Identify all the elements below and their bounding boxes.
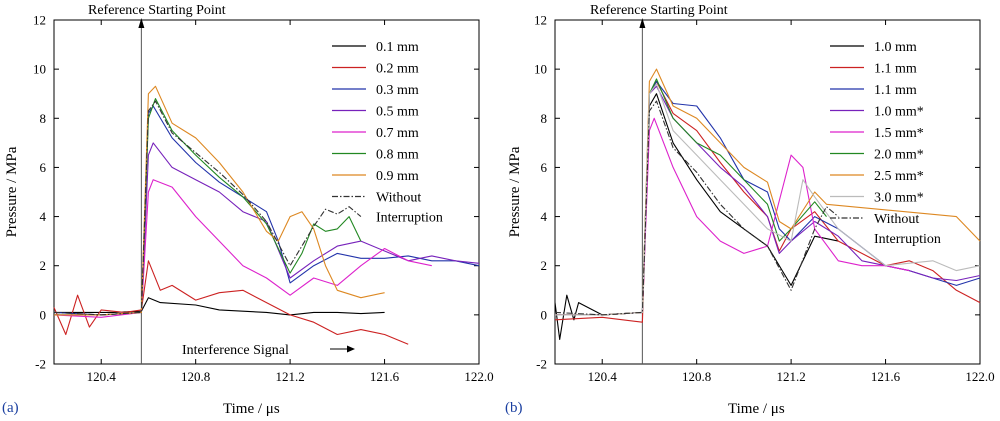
panel-b-legend-label: 1.0 mm (874, 40, 917, 55)
panel-a-y-tick-label: 2 (40, 258, 47, 273)
panel-a-label: (a) (2, 400, 19, 416)
panel-a-series-line (53, 105, 480, 316)
panel-a-y-tick-label: 8 (40, 111, 47, 126)
panel-a-ticks: 120.4 120.8 121.2 121.6 122.0 -2 0 2 4 6 8 10 12 (33, 13, 494, 385)
panel-a-series (53, 85, 480, 345)
panel-b-series-line (554, 93, 839, 340)
panel-a: 120.4 120.8 121.2 121.6 122.0 -2 0 2 4 6 8 10 12 0.1… (2, 3, 494, 417)
panel-b-legend: 1.0 mm 1.1 mm 1.1 mm 1.0 mm* 1.5 mm* 2.0 mm* 2… (830, 40, 941, 247)
panel-b-x-tick-label: 122.0 (965, 369, 994, 384)
panel-a-legend-label: 0.9 mm (376, 169, 419, 184)
panel-a-legend-label: 0.1 mm (376, 40, 419, 55)
panel-b-y-tick-label: 10 (534, 62, 547, 77)
panel-b-x-tick-label: 121.2 (776, 369, 805, 384)
panel-b-x-tick-label: 120.4 (588, 369, 618, 384)
panel-a-y-axis-title: Pressure / MPa (4, 146, 20, 237)
panel-a-legend-label: 0.5 mm (376, 105, 419, 120)
panel-a-y-tick-label: 6 (40, 160, 47, 175)
panel-a-interference-label: Interference Signal (182, 343, 289, 358)
panel-a-x-tick-label: 122.0 (464, 369, 493, 384)
panel-a-legend: 0.1 mm 0.2 mm 0.3 mm 0.5 mm 0.7 mm 0.8 mm 0.9 … (332, 40, 443, 226)
panel-a-series-line (54, 98, 362, 316)
panel-b-legend-label: 2.5 mm* (874, 169, 924, 184)
panel-a-legend-label: 0.2 mm (376, 62, 419, 77)
panel-b-y-tick-label: 12 (534, 13, 547, 28)
panel-a-series-line (53, 260, 409, 345)
panel-b-frame (554, 19, 981, 365)
panel-b-label: (b) (505, 400, 523, 416)
panel-b-y-tick-label: -2 (536, 357, 547, 372)
panel-a-x-tick-label: 121.2 (275, 369, 304, 384)
panel-a-y-tick-label: 12 (33, 13, 46, 28)
panel-a-y-tick-label: 4 (40, 209, 47, 224)
panel-b-y-tick-label: 4 (541, 209, 548, 224)
panel-a-series-line (54, 297, 385, 316)
panel-a-series-line (53, 179, 432, 318)
panel-a-legend-label: 0.3 mm (376, 83, 419, 98)
panel-b-legend-label: 1.0 mm* (874, 105, 924, 120)
panel-a-x-tick-label: 121.6 (370, 369, 400, 384)
panel-b-reference-arrowhead (639, 18, 646, 28)
panel-a-x-tick-label: 120.8 (181, 369, 210, 384)
panel-b-legend-label: 3.0 mm* (874, 191, 924, 206)
panel-b-ticks: 120.4 120.8 121.2 121.6 122.0 -2 0 2 4 6 8 10 12 (534, 13, 995, 385)
panel-b-series (554, 68, 981, 340)
panel-b-legend-label: 2.0 mm* (874, 148, 924, 163)
panel-b-y-axis-title: Pressure / MPa (507, 146, 523, 237)
panel-a-legend-label: 0.8 mm (376, 148, 419, 163)
interference-arrow-head (347, 345, 355, 353)
panel-b-y-tick-label: 0 (541, 307, 548, 322)
panel-a-reference-label: Reference Starting Point (88, 3, 226, 18)
panel-a-series-line (54, 85, 385, 316)
panel-a-x-tick-label: 120.4 (87, 369, 117, 384)
panel-b-legend-label: 1.1 mm (874, 62, 917, 77)
panel-b-y-tick-label: 8 (541, 111, 548, 126)
panel-b-legend-label: Without Interruption (874, 212, 941, 247)
panel-b-y-tick-label: 6 (541, 160, 548, 175)
panel-a-series-line (53, 100, 362, 316)
panel-b-x-tick-label: 121.6 (871, 369, 901, 384)
panel-b-x-tick-label: 120.8 (682, 369, 711, 384)
panel-b-x-axis-title: Time / μs (728, 401, 785, 417)
panel-a-y-tick-label: 0 (40, 307, 47, 322)
panel-a-y-tick-label: 10 (33, 62, 46, 77)
panel-b-legend-label: 1.5 mm* (874, 126, 924, 141)
panel-a-reference-arrowhead (138, 18, 145, 28)
panel-b: 120.4 120.8 121.2 121.6 122.0 -2 0 2 4 6 8 10 12 1.0… (505, 3, 995, 417)
panel-b-legend-label: 1.1 mm (874, 83, 917, 98)
panel-b-y-tick-label: 2 (541, 258, 548, 273)
panel-b-reference-label: Reference Starting Point (590, 3, 728, 18)
panel-a-frame (53, 19, 480, 365)
panel-a-x-axis-title: Time / μs (223, 401, 280, 417)
panel-a-legend-label: 0.7 mm (376, 126, 419, 141)
panel-a-legend-label: Without Interruption (376, 191, 443, 226)
panel-a-y-tick-label: -2 (35, 357, 46, 372)
panel-b-series-line (554, 100, 839, 316)
